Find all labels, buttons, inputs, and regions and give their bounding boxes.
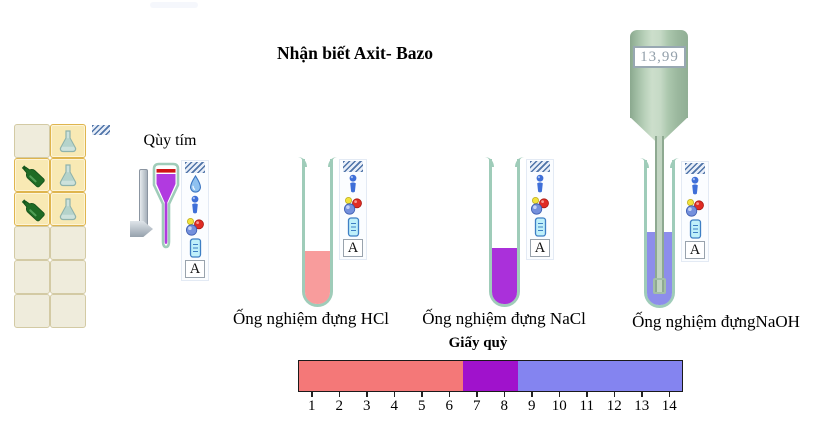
ph-number: 7	[473, 398, 481, 414]
ph-number: 10	[551, 398, 567, 414]
ph-tick	[503, 392, 505, 397]
page-title: Nhận biết Axit- Bazo	[276, 43, 434, 63]
ph-number: 14	[661, 398, 677, 414]
test-tube-nacl[interactable]	[489, 157, 520, 307]
bottle-icon	[18, 161, 47, 189]
info-icon[interactable]	[533, 174, 547, 194]
ph-number: 5	[418, 398, 426, 414]
ph-number: 3	[363, 398, 371, 414]
ph-meter-display: 13,99	[633, 46, 686, 68]
ph-meter-sensor	[653, 278, 666, 294]
ph-segment-7-8	[463, 361, 518, 391]
info-icon[interactable]	[688, 176, 702, 196]
naoh-toolbar: A	[681, 161, 709, 262]
water-drop-icon[interactable]	[188, 175, 203, 193]
ph-tick	[668, 392, 670, 397]
text-label-icon[interactable]: A	[343, 239, 363, 257]
ph-number: 4	[390, 398, 399, 414]
ph-scale-title: Giấy quỳ	[448, 335, 508, 351]
bottle-icon	[18, 195, 47, 223]
parts-bin-grid	[14, 124, 86, 328]
ph-segment-1-6	[299, 361, 464, 391]
ph-tick	[393, 392, 395, 397]
window-artifact	[150, 2, 198, 8]
nacl-tube-label: Ống nghiệm đựng NaCl	[422, 309, 586, 328]
molecules-icon[interactable]	[530, 196, 550, 215]
bin-cell-empty[interactable]	[50, 260, 86, 294]
hcl-liquid	[305, 251, 330, 304]
dropper-toolbar: A	[181, 160, 209, 281]
parts-bin-drag-handle-icon[interactable]	[92, 125, 110, 135]
bin-cell-flask[interactable]	[50, 124, 86, 158]
text-label-icon[interactable]: A	[530, 239, 550, 257]
ph-tick	[421, 392, 423, 397]
ph-tick	[613, 392, 615, 397]
ph-tick	[641, 392, 643, 397]
ph-number: 12	[606, 398, 622, 414]
ph-number: 11	[579, 398, 594, 414]
ph-tick	[531, 392, 533, 397]
bin-cell-empty[interactable]	[14, 124, 50, 158]
hcl-tube-label: Ống nghiệm đựng HCl	[232, 309, 390, 328]
ph-tick	[448, 392, 450, 397]
ph-tick	[311, 392, 313, 397]
drag-handle-icon[interactable]	[185, 162, 205, 173]
flask-icon	[56, 197, 80, 221]
plunger-handle[interactable]	[139, 169, 148, 225]
molecules-icon[interactable]	[685, 198, 705, 217]
bin-cell-empty[interactable]	[50, 294, 86, 328]
ph-number: 13	[634, 398, 650, 414]
nacl-toolbar: A	[526, 159, 554, 260]
bin-cell-bottle[interactable]	[14, 158, 50, 192]
drag-handle-icon[interactable]	[685, 163, 705, 174]
ph-scale[interactable]: 1 2 3 4 5 6 7 8 9 10 11 12 13 14	[298, 360, 683, 422]
ph-color-bar	[298, 360, 683, 392]
litmus-dropper[interactable]	[150, 162, 182, 252]
ph-meter[interactable]	[630, 30, 688, 118]
molecules-icon[interactable]	[343, 196, 363, 215]
ph-tick	[558, 392, 560, 397]
ph-tick	[586, 392, 588, 397]
bin-cell-flask[interactable]	[50, 192, 86, 226]
test-tube-hcl[interactable]	[302, 157, 333, 307]
ph-number: 6	[445, 398, 454, 414]
dropper-band	[156, 169, 176, 173]
bin-cell-empty[interactable]	[14, 260, 50, 294]
hcl-toolbar: A	[339, 159, 367, 260]
flask-icon	[56, 163, 80, 187]
text-label-icon[interactable]: A	[685, 241, 705, 259]
drag-handle-icon[interactable]	[530, 161, 550, 172]
ph-tick	[476, 392, 478, 397]
ph-tick	[366, 392, 368, 397]
test-tube-icon[interactable]	[346, 217, 361, 237]
test-tube-icon[interactable]	[188, 238, 203, 258]
test-tube-icon[interactable]	[533, 217, 548, 237]
ph-number: 9	[528, 398, 536, 414]
ph-number: 8	[500, 398, 509, 414]
naoh-tube-label: Ống nghiệm đựngNaOH	[632, 312, 800, 331]
drag-handle-icon[interactable]	[343, 161, 363, 172]
ph-number: 2	[335, 398, 344, 414]
dropper-liquid	[156, 174, 176, 244]
test-tube-icon[interactable]	[688, 219, 703, 239]
bin-cell-empty[interactable]	[14, 294, 50, 328]
plunger-arrow-icon[interactable]	[130, 221, 153, 237]
flask-icon	[56, 129, 80, 153]
dropper-label: Qùy tím	[143, 132, 197, 149]
bin-cell-flask[interactable]	[50, 158, 86, 192]
ph-number: 1	[308, 398, 316, 414]
nacl-liquid	[492, 248, 517, 304]
info-icon[interactable]	[188, 195, 202, 215]
bin-cell-bottle[interactable]	[14, 192, 50, 226]
molecules-icon[interactable]	[185, 217, 205, 236]
bin-cell-empty[interactable]	[14, 226, 50, 260]
ph-tick	[338, 392, 340, 397]
bin-cell-empty[interactable]	[50, 226, 86, 260]
info-icon[interactable]	[346, 174, 360, 194]
ph-meter-probe	[655, 136, 664, 292]
ph-segment-9-14	[517, 361, 682, 391]
text-label-icon[interactable]: A	[185, 260, 205, 278]
